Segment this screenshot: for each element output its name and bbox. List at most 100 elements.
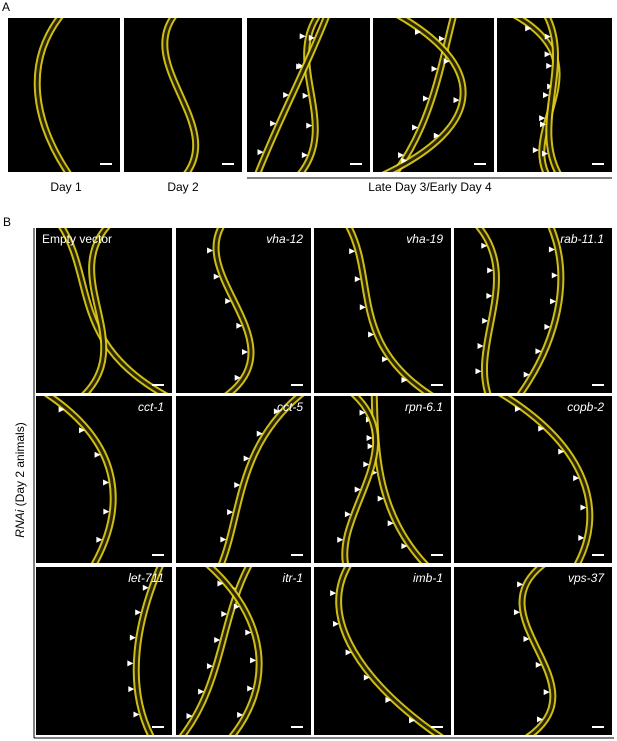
arrowhead bbox=[536, 716, 543, 723]
worm-interior bbox=[393, 18, 455, 172]
worm-interior bbox=[220, 396, 302, 563]
arrowhead bbox=[532, 147, 539, 154]
arrowhead bbox=[539, 115, 546, 122]
arrowhead bbox=[103, 479, 110, 486]
micrograph bbox=[176, 396, 311, 563]
arrowhead bbox=[308, 34, 315, 41]
panel-label: copb-2 bbox=[567, 400, 604, 414]
micrograph bbox=[314, 396, 451, 563]
micrograph bbox=[247, 18, 370, 172]
arrowhead bbox=[544, 33, 551, 40]
micrograph bbox=[36, 228, 172, 393]
arrowhead bbox=[225, 298, 232, 305]
arrowhead bbox=[546, 62, 553, 69]
arrowhead bbox=[414, 29, 421, 36]
arrowhead bbox=[387, 520, 394, 527]
arrowhead bbox=[366, 435, 373, 442]
arrowhead bbox=[345, 649, 352, 656]
caption: Late Day 3/Early Day 4 bbox=[368, 180, 492, 194]
arrowhead bbox=[443, 58, 450, 65]
arrowhead bbox=[133, 711, 140, 718]
arrowhead bbox=[302, 92, 309, 99]
arrowhead bbox=[514, 406, 521, 413]
axis-label: RNAi (Day 2 animals) bbox=[13, 422, 27, 537]
arrowhead bbox=[186, 713, 193, 720]
caption: Day 1 bbox=[50, 180, 82, 194]
worm-interior bbox=[134, 567, 162, 735]
arrowhead bbox=[487, 267, 494, 274]
arrowhead bbox=[354, 276, 361, 283]
arrowhead bbox=[475, 368, 482, 375]
panel-label: let-711 bbox=[128, 571, 164, 585]
worm-interior bbox=[501, 396, 592, 563]
arrowhead bbox=[135, 609, 142, 616]
panel-label: vps-37 bbox=[568, 571, 605, 585]
worm-interior bbox=[343, 396, 377, 563]
worm-interior bbox=[181, 567, 250, 735]
arrowhead bbox=[363, 461, 370, 468]
arrowhead bbox=[257, 149, 264, 156]
panel-label: vha-19 bbox=[406, 232, 443, 246]
caption: Day 2 bbox=[167, 180, 199, 194]
arrowhead bbox=[330, 590, 337, 597]
arrowhead bbox=[578, 534, 585, 541]
arrowhead bbox=[213, 273, 220, 280]
arrowhead bbox=[243, 455, 250, 462]
arrowhead bbox=[78, 427, 85, 434]
arrowhead bbox=[438, 35, 445, 42]
arrowhead bbox=[431, 65, 438, 72]
worm-interior bbox=[35, 18, 70, 172]
arrowhead bbox=[206, 663, 213, 670]
arrowhead bbox=[344, 511, 351, 518]
arrowhead bbox=[544, 51, 551, 58]
panel-label: rab-11.1 bbox=[560, 232, 604, 246]
micrograph bbox=[36, 396, 172, 563]
arrowhead bbox=[233, 603, 240, 610]
image-background bbox=[8, 18, 120, 172]
image-background bbox=[454, 228, 612, 393]
arrowhead bbox=[227, 509, 234, 516]
arrowhead bbox=[523, 636, 530, 643]
worm-interior bbox=[256, 18, 328, 172]
arrowhead bbox=[247, 685, 254, 692]
arrowhead bbox=[283, 91, 290, 98]
panel-b-label: B bbox=[3, 215, 11, 229]
arrowhead bbox=[409, 717, 416, 724]
worm-interior bbox=[299, 18, 319, 172]
arrowhead bbox=[573, 475, 580, 482]
panel-label: rpn-6.1 bbox=[405, 400, 443, 414]
image-background bbox=[314, 228, 451, 393]
worm-interior bbox=[60, 228, 165, 393]
arrowhead bbox=[301, 152, 308, 159]
arrowhead bbox=[242, 349, 249, 356]
arrowhead bbox=[433, 132, 440, 139]
panel-label: vha-12 bbox=[266, 232, 303, 246]
axis-label-rest: (Day 2 animals) bbox=[13, 422, 27, 506]
micrograph bbox=[124, 18, 242, 172]
arrowhead bbox=[377, 495, 384, 502]
arrowhead bbox=[234, 374, 241, 381]
worm-interior bbox=[214, 228, 253, 393]
arrowhead bbox=[367, 443, 374, 450]
arrowhead bbox=[517, 581, 524, 588]
arrowhead bbox=[539, 121, 546, 128]
arrowhead bbox=[256, 430, 263, 437]
arrowhead bbox=[538, 425, 545, 432]
micrograph bbox=[314, 228, 451, 393]
panel-label: cct-5 bbox=[277, 400, 303, 414]
panel-label: imb-1 bbox=[413, 571, 443, 585]
arrowhead bbox=[550, 298, 557, 305]
micrograph bbox=[454, 228, 612, 393]
panel-label: itr-1 bbox=[283, 571, 303, 585]
worm-interior bbox=[477, 228, 498, 393]
worm-interior bbox=[347, 228, 431, 393]
arrowhead bbox=[337, 536, 344, 543]
arrowhead bbox=[368, 331, 375, 338]
arrowhead bbox=[363, 674, 370, 681]
arrowhead bbox=[94, 451, 101, 458]
arrowhead bbox=[236, 322, 243, 329]
arrowhead bbox=[525, 25, 532, 32]
arrowhead bbox=[270, 120, 277, 127]
panel-a-label: A bbox=[2, 0, 10, 14]
arrowhead bbox=[401, 157, 408, 164]
